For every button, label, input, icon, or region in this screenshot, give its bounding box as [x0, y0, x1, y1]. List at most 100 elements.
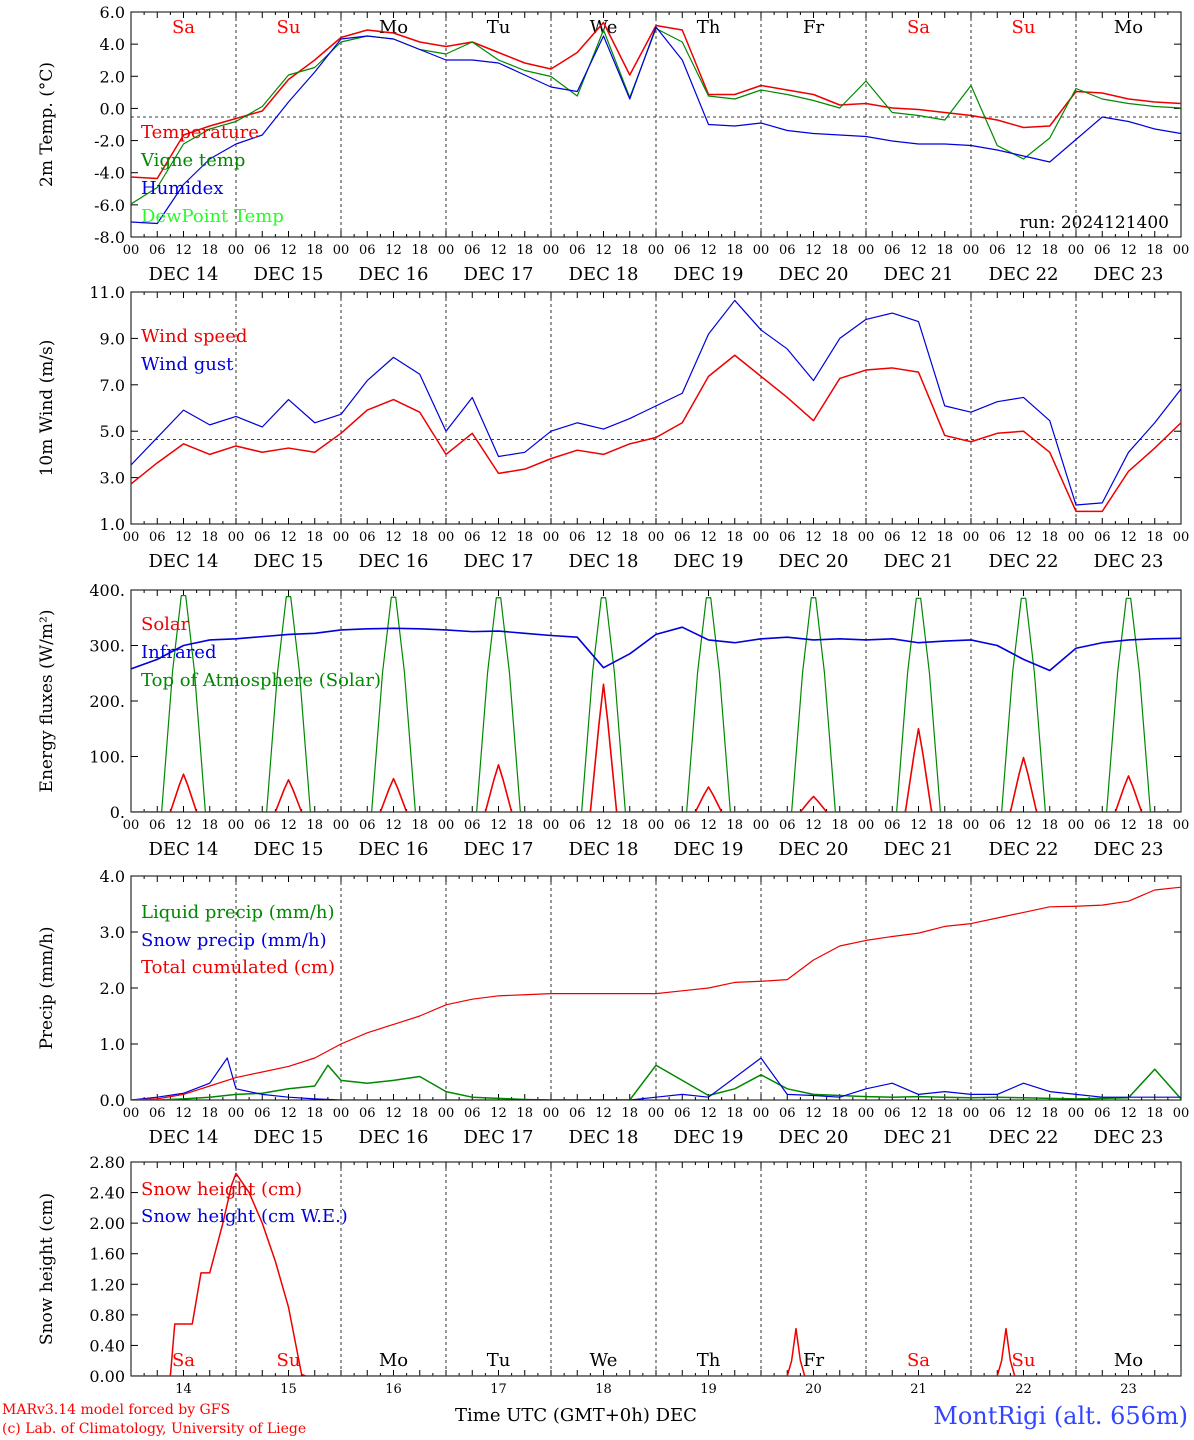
x-hour-label: 06 [884, 530, 901, 545]
x-hour-label: 00 [438, 818, 455, 833]
x-hour-label: 06 [569, 530, 586, 545]
series-line-solar [236, 779, 341, 812]
weekday-label: Su [1012, 17, 1036, 38]
x-date-label: DEC 17 [464, 839, 534, 860]
x-hour-label: 06 [254, 530, 271, 545]
x-date-label: DEC 18 [569, 839, 639, 860]
x-hour-label: 06 [989, 818, 1006, 833]
x-hour-label: 00 [753, 530, 770, 545]
x-hour-label: 00 [1173, 1106, 1190, 1121]
x-hour-label: 06 [989, 243, 1006, 258]
x-hour-label: 18 [831, 1106, 848, 1121]
x-hour-label: 12 [700, 243, 717, 258]
series-line-toa-solar [866, 597, 971, 812]
x-date-label: DEC 18 [569, 264, 639, 285]
legend-entry: Humidex [141, 178, 223, 199]
x-date-label: DEC 16 [359, 264, 429, 285]
x-date-label: DEC 17 [464, 264, 534, 285]
y-tick-label: 0.0 [100, 1091, 125, 1110]
legend-entry: Snow precip (mm/h) [141, 930, 327, 951]
x-date-label: DEC 20 [779, 839, 849, 860]
x-hour-label: 18 [726, 530, 743, 545]
x-hour-label: 18 [1041, 530, 1058, 545]
x-hour-label: 00 [963, 818, 980, 833]
x-hour-label: 06 [359, 1106, 376, 1121]
legend-entry: Total cumulated (cm) [141, 957, 335, 978]
x-hour-label: 06 [674, 818, 691, 833]
x-hour-label: 12 [1015, 530, 1032, 545]
x-hour-label: 12 [490, 530, 507, 545]
y-tick-label: 1.60 [89, 1245, 125, 1264]
y-tick-label: 3.0 [100, 923, 125, 942]
x-hour-label: 06 [1094, 243, 1111, 258]
panel-5: 0.00 0.40 0.80 1.20 1.60 2.00 2.40 2.80 Snow hei… [37, 1153, 1182, 1397]
x-hour-label: 18 [201, 530, 218, 545]
series-line-solar [446, 764, 551, 812]
x-hour-label: 00 [438, 530, 455, 545]
x-hour-label: 00 [648, 530, 665, 545]
x-day-number: 19 [700, 1382, 717, 1397]
x-day-number: 21 [910, 1382, 927, 1397]
x-hour-label: 06 [779, 1106, 796, 1121]
legend-entry: Wind gust [141, 354, 234, 375]
x-hour-label: 12 [910, 818, 927, 833]
x-date-label: DEC 23 [1094, 839, 1164, 860]
time-axis-month: DEC [655, 1405, 697, 1426]
x-hour-label: 00 [123, 818, 140, 833]
x-hour-label: 18 [936, 530, 953, 545]
y-tick-label: 0.80 [89, 1306, 125, 1325]
x-date-label: DEC 16 [359, 1127, 429, 1148]
weekday-label: We [590, 1350, 618, 1371]
x-hour-label: 00 [1068, 818, 1085, 833]
x-hour-label: 06 [569, 1106, 586, 1121]
x-hour-label: 12 [910, 1106, 927, 1121]
series-line-toa-solar [341, 596, 446, 812]
x-hour-label: 12 [385, 818, 402, 833]
x-hour-label: 12 [1120, 530, 1137, 545]
x-hour-label: 18 [411, 530, 428, 545]
x-hour-label: 06 [569, 818, 586, 833]
x-hour-label: 18 [516, 1106, 533, 1121]
y-tick-label: 5.0 [100, 422, 125, 441]
panel-4: 0.0 1.0 2.0 3.0 4.0 Precip (mm/h) 00 06 12 18 DEC … [37, 867, 1189, 1148]
x-hour-label: 00 [543, 818, 560, 833]
y-tick-label: 0.0 [100, 99, 125, 118]
x-day-number: 20 [805, 1382, 822, 1397]
x-hour-label: 18 [936, 818, 953, 833]
x-hour-label: 00 [1173, 530, 1190, 545]
x-hour-label: 12 [1015, 1106, 1032, 1121]
x-hour-label: 00 [753, 818, 770, 833]
y-tick-label: -8.0 [94, 228, 125, 247]
x-hour-label: 12 [910, 243, 927, 258]
x-date-label: DEC 19 [674, 264, 744, 285]
x-hour-label: 18 [1041, 243, 1058, 258]
x-hour-label: 00 [963, 243, 980, 258]
x-date-label: DEC 14 [149, 551, 219, 572]
x-hour-label: 00 [963, 530, 980, 545]
run-annotation: run: 2024121400 [1020, 213, 1169, 233]
x-hour-label: 18 [831, 818, 848, 833]
x-hour-label: 06 [674, 243, 691, 258]
x-hour-label: 00 [648, 818, 665, 833]
legend-entry: Temperature [141, 122, 259, 143]
x-hour-label: 00 [438, 1106, 455, 1121]
footer-model-credit: MARv3.14 model forced by GFS [2, 1402, 231, 1418]
x-hour-label: 00 [333, 1106, 350, 1121]
x-date-label: DEC 16 [359, 839, 429, 860]
x-hour-label: 00 [648, 1106, 665, 1121]
x-date-label: DEC 18 [569, 551, 639, 572]
x-hour-label: 00 [228, 818, 245, 833]
x-hour-label: 06 [989, 530, 1006, 545]
x-hour-label: 06 [464, 243, 481, 258]
x-hour-label: 18 [1041, 818, 1058, 833]
y-tick-label: 2.0 [100, 979, 125, 998]
x-hour-label: 12 [385, 1106, 402, 1121]
x-hour-label: 12 [700, 1106, 717, 1121]
x-hour-label: 06 [359, 530, 376, 545]
x-hour-label: 18 [621, 530, 638, 545]
weekday-label: Fr [803, 17, 824, 38]
x-hour-label: 06 [569, 243, 586, 258]
x-hour-label: 12 [280, 1106, 297, 1121]
legend-entry: Snow height (cm) [141, 1179, 302, 1200]
